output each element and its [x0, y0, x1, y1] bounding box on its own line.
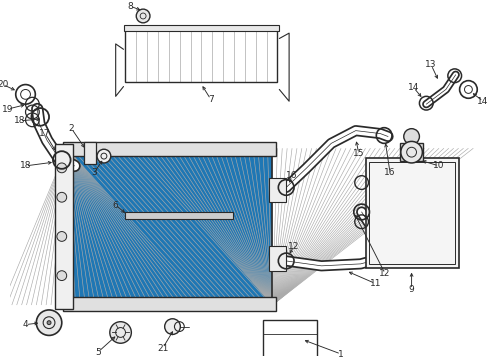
Text: 9: 9 — [408, 285, 414, 294]
Bar — [365, 158, 458, 268]
Circle shape — [400, 141, 422, 163]
Circle shape — [57, 163, 66, 173]
Text: 8: 8 — [127, 2, 133, 11]
Circle shape — [97, 149, 111, 163]
Text: 21: 21 — [157, 344, 168, 353]
Bar — [125, 212, 233, 219]
Text: 15: 15 — [352, 149, 364, 158]
Text: 7: 7 — [207, 95, 213, 104]
Text: 16: 16 — [384, 168, 395, 177]
Text: 16: 16 — [285, 171, 297, 180]
Circle shape — [403, 129, 419, 144]
Bar — [66, 148, 272, 305]
Text: 5: 5 — [95, 347, 101, 356]
Bar — [125, 28, 277, 82]
Bar — [262, 320, 316, 360]
Text: 1: 1 — [338, 350, 343, 359]
Circle shape — [57, 231, 66, 241]
Text: 19: 19 — [2, 104, 14, 113]
Bar — [369, 162, 454, 264]
Bar — [62, 297, 276, 311]
Text: 20: 20 — [0, 80, 9, 89]
Circle shape — [136, 9, 150, 23]
Bar — [123, 25, 279, 31]
Bar — [66, 148, 272, 305]
Bar — [84, 143, 96, 164]
Bar — [62, 143, 276, 156]
Circle shape — [164, 319, 180, 334]
Circle shape — [57, 271, 66, 280]
Text: 17: 17 — [40, 129, 51, 138]
Text: 2: 2 — [69, 124, 74, 133]
Circle shape — [47, 321, 51, 325]
Text: 4: 4 — [22, 320, 28, 329]
Text: 11: 11 — [369, 279, 380, 288]
Text: 10: 10 — [432, 161, 444, 170]
Text: 14: 14 — [476, 97, 488, 106]
Text: 12: 12 — [379, 269, 390, 278]
Circle shape — [110, 322, 131, 343]
Bar — [268, 177, 285, 202]
Bar — [399, 143, 423, 161]
Text: 18: 18 — [20, 161, 31, 170]
Text: 3: 3 — [91, 168, 97, 177]
Bar — [55, 144, 72, 309]
Circle shape — [36, 310, 61, 336]
Text: 6: 6 — [113, 201, 118, 210]
Bar — [268, 246, 285, 271]
Text: 12: 12 — [288, 242, 299, 251]
Text: 18: 18 — [14, 116, 25, 125]
Circle shape — [57, 192, 66, 202]
Text: 13: 13 — [425, 60, 436, 69]
Text: 14: 14 — [407, 83, 418, 92]
